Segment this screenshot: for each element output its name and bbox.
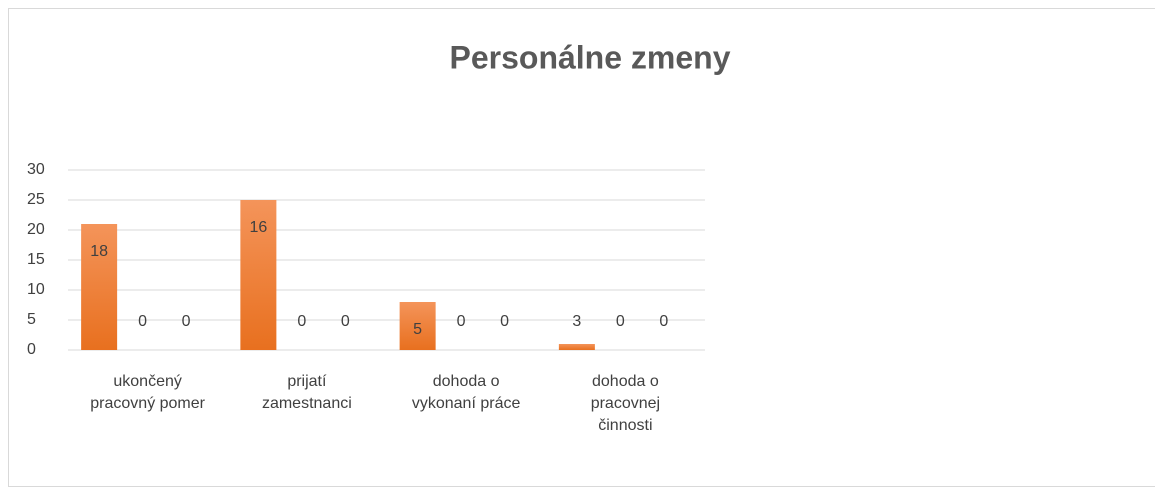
data-label: 3 bbox=[572, 313, 581, 330]
y-tick-label: 5 bbox=[27, 311, 36, 328]
y-tick-label: 10 bbox=[27, 281, 45, 298]
y-tick-label: 20 bbox=[27, 221, 45, 238]
chart-title: Personálne zmeny bbox=[450, 39, 731, 75]
data-label: 16 bbox=[249, 219, 267, 236]
y-tick-label: 0 bbox=[27, 341, 36, 358]
data-label: 18 bbox=[90, 243, 108, 260]
data-label: 0 bbox=[297, 313, 306, 330]
data-label: 5 bbox=[413, 321, 422, 338]
data-label: 0 bbox=[616, 313, 625, 330]
data-label: 0 bbox=[659, 313, 668, 330]
chart-border bbox=[8, 8, 1155, 487]
data-label: 0 bbox=[138, 313, 147, 330]
x-tick-label: dohoda o vykonaní práce bbox=[411, 373, 521, 412]
data-label: 0 bbox=[341, 313, 350, 330]
bar bbox=[399, 302, 436, 350]
data-label: 0 bbox=[457, 313, 466, 330]
x-tick-label: ukončený pracovný pomer bbox=[90, 373, 205, 412]
y-tick-label: 30 bbox=[27, 161, 45, 178]
y-tick-label: 15 bbox=[27, 251, 45, 268]
y-tick-label: 25 bbox=[27, 191, 45, 208]
data-label: 0 bbox=[500, 313, 509, 330]
x-tick-label: dohoda o pracovnej činnosti bbox=[590, 373, 661, 434]
x-tick-label: prijatí zamestnanci bbox=[261, 373, 352, 412]
data-label: 0 bbox=[182, 313, 191, 330]
bar bbox=[81, 224, 118, 350]
bar bbox=[240, 200, 277, 350]
bar bbox=[558, 344, 595, 350]
